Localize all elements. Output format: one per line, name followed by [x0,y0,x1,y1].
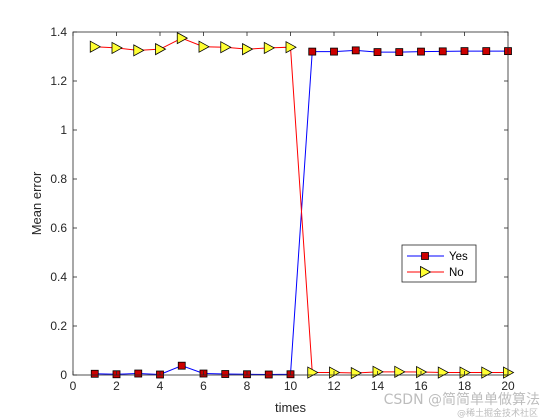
data-point-yes [438,47,447,56]
data-point-yes [308,47,317,56]
legend-label-no: No [449,267,464,279]
data-point-no [198,40,210,53]
x-tick-label: 8 [244,379,251,393]
data-point-yes [460,47,469,56]
legend: Yes No [401,244,477,283]
x-tick-label: 14 [371,379,385,393]
y-tick-label: 0.8 [50,172,67,186]
x-tick-label: 16 [414,379,428,393]
data-point-no [133,44,145,57]
data-point-no [350,366,363,380]
data-point-no [111,41,123,55]
x-tick-label: 10 [284,379,298,393]
y-axis-label: Mean error [29,171,44,235]
data-point-yes [351,46,360,55]
y-tick-label: 0.2 [50,319,67,333]
legend-label-yes: Yes [449,251,468,263]
y-tick-label: 0 [60,368,67,382]
data-point-no [242,42,254,56]
data-point-no [285,41,297,54]
data-point-yes [90,369,99,378]
y-tick-label: 1.4 [50,25,67,39]
data-point-yes [373,48,382,56]
data-point-yes [330,47,338,56]
data-point-yes [221,370,230,378]
x-tick-label: 20 [501,379,515,393]
data-point-no [372,365,384,378]
data-point-no [155,42,167,56]
data-point-no [89,40,102,53]
x-tick-label: 2 [113,379,120,393]
data-point-yes [417,47,425,56]
y-tick-label: 1 [60,123,67,137]
x-tick-label: 0 [70,379,77,393]
ticks-layer: 0 2 4 6 8 10 12 14 16 18 20 0 0.2 0.4 0.6 0.8 1 1.2 1.4 [50,25,515,393]
x-tick-label: 4 [157,379,164,393]
x-tick-label: 12 [327,379,341,393]
data-point-no [263,41,276,55]
data-point-no [176,31,189,45]
data-point-yes [177,361,186,370]
data-point-no [394,365,406,378]
y-tick-label: 0.4 [50,270,67,284]
legend-box [401,244,477,283]
x-axis-label: times [275,400,307,415]
data-point-yes [134,369,143,378]
y-tick-label: 0.6 [50,221,67,235]
legend-marker-no [420,265,432,279]
watermark: CSDN @简简单单做算法 [384,391,540,408]
data-point-yes [482,47,491,56]
y-tick-label: 1.2 [50,74,67,88]
data-point-no [220,41,232,54]
watermark-sub: @稀土掘金技术社区 [457,407,538,419]
x-tick-label: 18 [458,379,472,393]
data-point-yes [264,370,273,379]
legend-marker-yes [421,252,429,260]
series-layer [89,31,515,380]
x-tick-label: 6 [200,379,207,393]
data-point-yes [395,48,404,56]
